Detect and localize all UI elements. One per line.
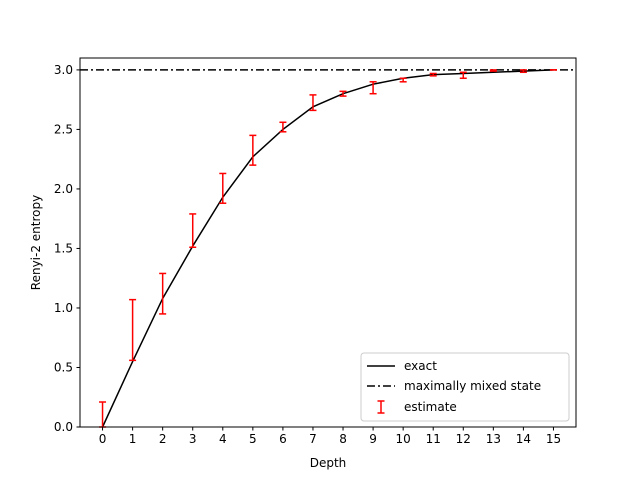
- estimate-errorbar: [249, 134, 257, 166]
- axis-ticks: 0 1 2 3 4 5 6 7 8 9 10 11 12 13 14 150.00.51.01.52.02.5…: [54, 63, 561, 446]
- x-tick-label: 2: [159, 432, 167, 446]
- legend-mixed-label: maximally mixed state: [404, 379, 541, 393]
- estimate-errorbar: [369, 81, 377, 95]
- x-tick-label: 12: [456, 432, 471, 446]
- x-tick-label: 10: [396, 432, 411, 446]
- x-tick-label: 8: [339, 432, 347, 446]
- x-tick-label: 3: [189, 432, 197, 446]
- x-tick-label: 6: [279, 432, 287, 446]
- estimate-errorbar: [429, 72, 437, 77]
- x-tick-label: 9: [369, 432, 377, 446]
- x-tick-label: 14: [516, 432, 531, 446]
- x-tick-label: 5: [249, 432, 257, 446]
- legend: exact maximally mixed state estimate: [360, 352, 570, 422]
- y-tick-label: 1.0: [54, 301, 73, 315]
- y-tick-label: 1.5: [54, 241, 73, 255]
- y-tick-label: 3.0: [54, 63, 73, 77]
- estimate-errorbar: [519, 69, 527, 74]
- x-axis-label: Depth: [310, 456, 347, 470]
- x-tick-label: 1: [129, 432, 137, 446]
- plot-area: [80, 69, 576, 428]
- x-tick-label: 4: [219, 432, 227, 446]
- y-tick-label: 0.5: [54, 360, 73, 374]
- x-tick-label: 11: [426, 432, 441, 446]
- legend-estimate-label: estimate: [404, 400, 457, 414]
- x-tick-label: 13: [486, 432, 501, 446]
- x-tick-label: 7: [309, 432, 317, 446]
- x-tick-label: 0: [99, 432, 107, 446]
- estimate-errorbar: [339, 90, 347, 97]
- y-axis-label: Renyi-2 entropy: [29, 195, 43, 290]
- estimate-errorbar: [159, 272, 167, 315]
- estimate-errorbar: [459, 71, 467, 79]
- legend-estimate-swatch: [377, 400, 385, 414]
- y-tick-label: 2.5: [54, 122, 73, 136]
- estimate-errorbar: [219, 172, 227, 204]
- y-tick-label: 2.0: [54, 182, 73, 196]
- estimate-errorbar: [129, 298, 137, 362]
- estimate-errorbar: [189, 213, 197, 249]
- estimate-errorbar: [309, 94, 317, 112]
- estimate-errorbar: [279, 121, 287, 133]
- estimate-errorbar: [489, 69, 497, 72]
- legend-exact-label: exact: [404, 359, 437, 373]
- estimate-errorbar: [399, 77, 407, 83]
- x-tick-label: 15: [546, 432, 561, 446]
- y-tick-label: 0.0: [54, 420, 73, 434]
- legend-box: [360, 352, 570, 422]
- axes-frame: [79, 57, 577, 428]
- exact-line: [101, 69, 554, 428]
